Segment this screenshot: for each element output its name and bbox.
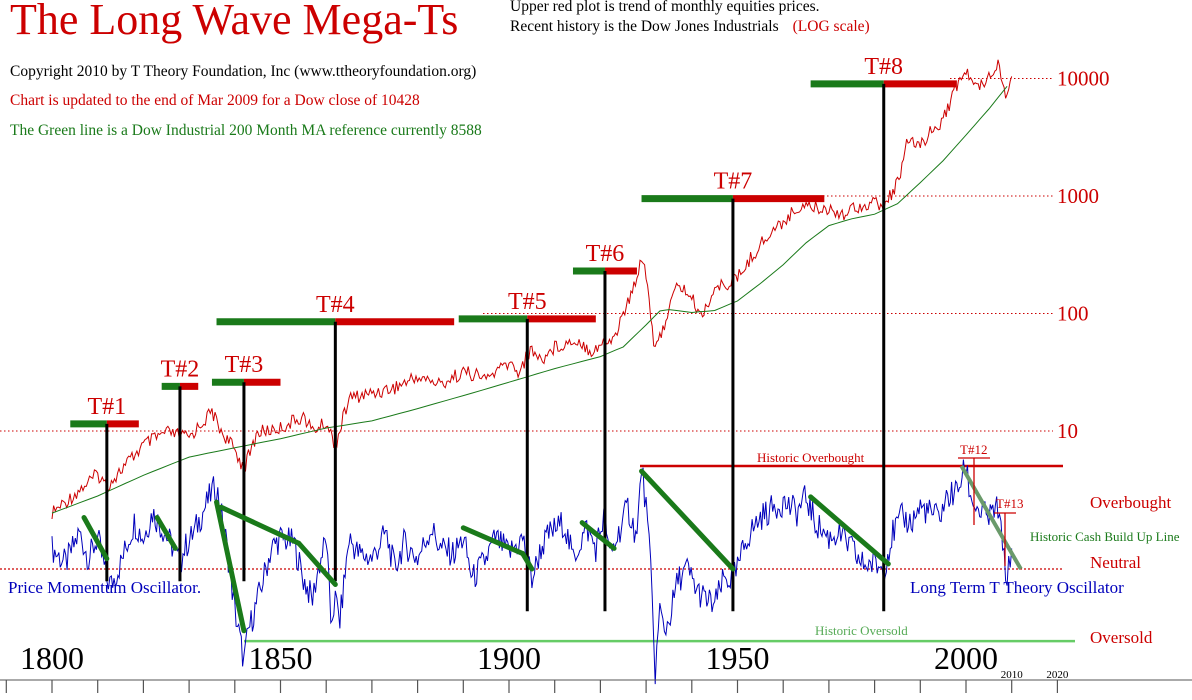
y-tick-label: 10000 (1057, 67, 1110, 91)
oversold-label: Oversold (1090, 628, 1153, 647)
decline-trend-segment (808, 494, 891, 567)
y-tick-label: 1000 (1057, 184, 1099, 208)
decline-trend-segment (81, 515, 110, 562)
price-series-line (51, 59, 1013, 520)
t13-label: T#13 (996, 496, 1023, 511)
decline-trend-segment (218, 504, 302, 546)
cash-build-up-label: Historic Cash Build Up Line (1030, 529, 1180, 544)
oscillator-series-line (51, 459, 1013, 685)
copyright-note: Copyright 2010 by T Theory Foundation, I… (10, 63, 477, 80)
x-tick-label: 1800 (20, 640, 84, 676)
subtitle-index: Recent history is the Dow Jones Industri… (510, 18, 779, 35)
update-note: Chart is updated to the end of Mar 2009 … (10, 92, 420, 109)
moving-average-line (51, 85, 1008, 514)
subtitle-line-2: Recent history is the Dow Jones Industri… (510, 18, 870, 36)
neutral-label: Neutral (1090, 553, 1141, 572)
x-tick-label: 2020 (1046, 669, 1069, 681)
t-label: T#6 (586, 241, 625, 267)
decline-trend-segment (214, 499, 247, 634)
t-label: T#5 (508, 289, 547, 315)
decline-trend-segment (460, 525, 526, 557)
subtitle-scale: (LOG scale) (792, 18, 870, 35)
oscillator-left-label: Price Momentum Oscillator. (8, 578, 201, 597)
decline-trend-segment (154, 515, 178, 551)
t-label: T#1 (88, 394, 127, 420)
decline-trend-segment (639, 468, 736, 572)
x-tick-label: 1950 (706, 640, 770, 676)
t-label: T#4 (316, 292, 355, 318)
x-tick-label: 2000 (934, 640, 998, 676)
overbought-line-label: Historic Overbought (757, 450, 865, 465)
decline-trend-segment (579, 520, 617, 551)
ma-note: The Green line is a Dow Industrial 200 M… (10, 122, 482, 139)
decline-trend-segment (520, 551, 535, 572)
oversold-line-label: Historic Oversold (815, 623, 908, 638)
t13-bracket (994, 512, 1016, 566)
y-tick-label: 10 (1057, 419, 1078, 443)
t-label: T#8 (864, 54, 903, 80)
t12-label: T#12 (960, 442, 987, 457)
oscillator-right-label: Long Term T Theory Oscillator (910, 578, 1124, 597)
overbought-label: Overbought (1090, 493, 1171, 512)
t12-bracket (958, 457, 990, 525)
x-tick-label: 1850 (249, 640, 313, 676)
decline-trend-segment (296, 540, 338, 587)
t-label: T#7 (714, 169, 753, 195)
y-tick-label: 100 (1057, 302, 1089, 326)
x-tick-label: 1900 (477, 640, 541, 676)
cash-build-up-line (959, 465, 1023, 570)
x-tick-label: 2010 (1001, 669, 1024, 681)
t-label: T#3 (225, 352, 264, 378)
subtitle-line-1: Upper red plot is trend of monthly equit… (510, 0, 820, 15)
chart-title: The Long Wave Mega-Ts (10, 0, 459, 44)
t-label: T#2 (161, 356, 200, 382)
